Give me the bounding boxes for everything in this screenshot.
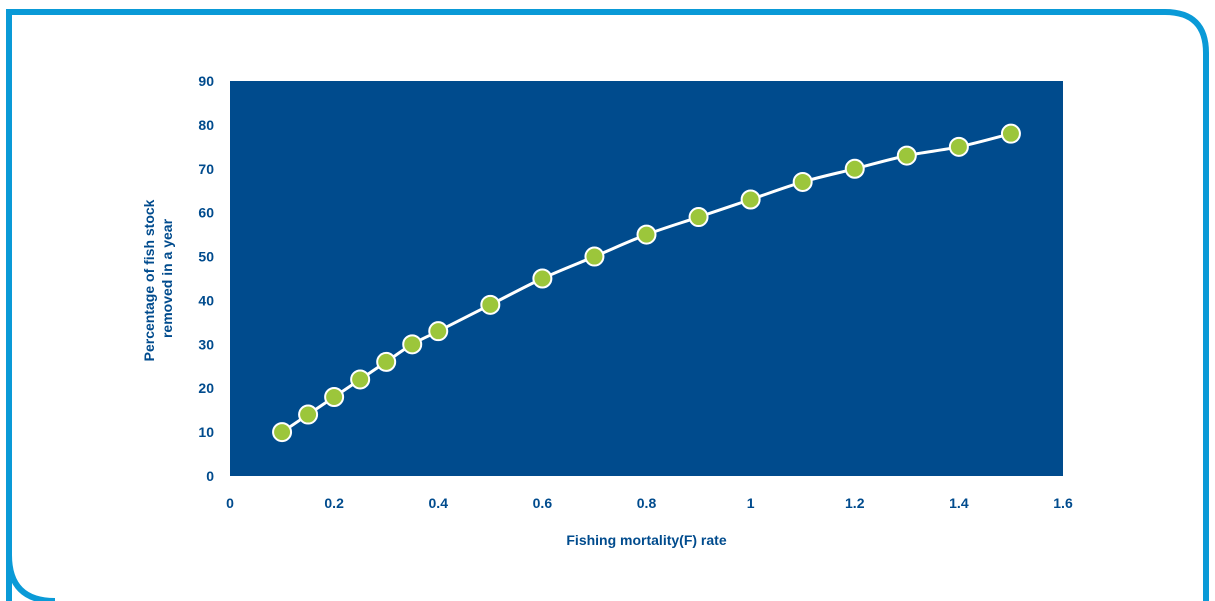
x-tick-label: 1.4 [949,495,969,511]
data-point [584,246,605,267]
y-tick-label: 20 [198,380,214,396]
data-point [350,369,371,390]
y-axis-title-line-1: Percentage of fish stock [141,199,157,361]
y-axis-title: Percentage of fish stock removed in a ye… [141,196,175,362]
x-tick-label: 0 [226,495,234,511]
x-axis-title: Fishing mortality(F) rate [566,532,726,548]
y-tick-label: 10 [198,424,214,440]
y-tick-label: 90 [198,73,214,89]
x-tick-label: 1 [747,495,755,511]
data-point [480,294,501,315]
y-tick-label: 40 [198,292,214,308]
y-tick-label: 30 [198,336,214,352]
x-tick-label: 1.6 [1053,495,1073,511]
x-tick-label: 1.2 [845,495,865,511]
data-point [688,207,709,228]
data-point [844,158,865,179]
y-tick-label: 80 [198,117,214,133]
data-point [272,422,293,443]
x-tick-label: 0.8 [637,495,657,511]
data-point [896,145,917,166]
plot-area [230,81,1063,476]
x-axis-ticks: 0 0.2 0.4 0.6 0.8 1 1.2 1.4 1.6 [226,495,1073,511]
y-tick-label: 60 [198,205,214,221]
y-tick-label: 70 [198,161,214,177]
data-point [948,136,969,157]
data-point [792,171,813,192]
y-axis-ticks: 0 10 20 30 40 50 60 70 80 90 [198,73,214,484]
data-point [1000,123,1021,144]
x-tick-label: 0.4 [429,495,449,511]
data-point [324,387,345,407]
frame-border [6,9,1209,601]
y-tick-label: 50 [198,249,214,265]
y-tick-label: 0 [206,468,214,484]
data-point [740,189,761,210]
data-point [636,224,657,245]
data-point [532,268,553,289]
x-tick-label: 0.6 [533,495,553,511]
data-point [402,334,423,355]
y-axis-title-line-2: removed in a year [159,218,175,338]
data-point [376,351,397,372]
series-markers [272,123,1021,443]
data-point [428,321,449,342]
x-tick-label: 0.2 [324,495,344,511]
data-point [298,404,319,425]
